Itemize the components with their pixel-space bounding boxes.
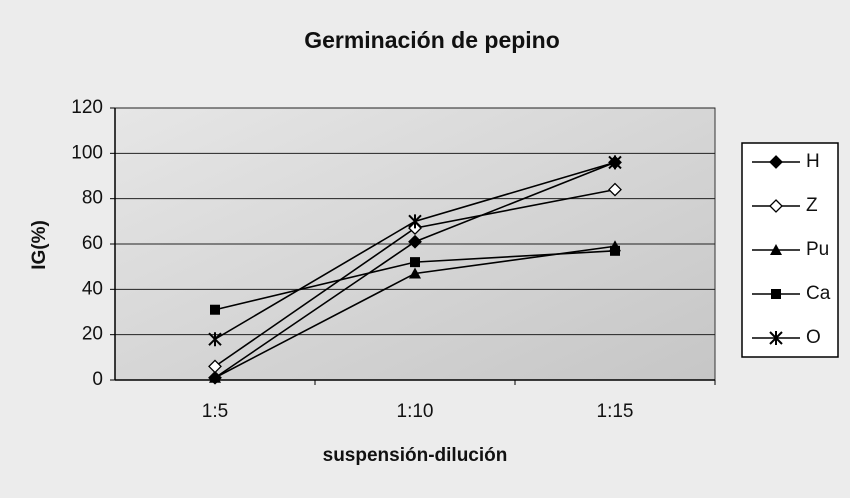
data-point [408, 214, 422, 229]
legend-marker [770, 244, 782, 255]
legend-marker [769, 199, 783, 213]
data-point [208, 332, 222, 347]
data-point [608, 155, 622, 170]
data-point [610, 245, 620, 256]
data-point [409, 267, 421, 279]
chart-title: Germinación de pepino [304, 27, 560, 53]
y-tick-label: 0 [92, 369, 103, 390]
x-axis-title: suspensión-dilución [323, 445, 508, 466]
y-axis-title: IG(%) [29, 220, 50, 270]
x-tick-label: 1:5 [202, 401, 228, 422]
data-point [408, 234, 422, 249]
legend-label: Ca [806, 283, 831, 304]
data-point [210, 304, 220, 315]
legend-marker [771, 289, 781, 299]
x-tick-label: 1:10 [397, 401, 434, 422]
y-tick-label: 100 [71, 142, 103, 163]
y-tick-label: 80 [82, 188, 103, 209]
y-tick-label: 60 [82, 233, 103, 254]
y-tick-label: 120 [71, 97, 103, 118]
data-point [209, 371, 221, 383]
legend-marker [769, 155, 783, 169]
legend-label: O [806, 327, 821, 348]
legend-marker [769, 331, 783, 345]
legend-label: H [806, 151, 820, 172]
legend-label: Pu [806, 239, 829, 260]
y-tick-label: 20 [82, 324, 103, 345]
x-tick-label: 1:15 [597, 401, 634, 422]
data-point [608, 182, 622, 197]
data-point [410, 257, 420, 268]
legend-label: Z [806, 195, 818, 216]
y-tick-label: 40 [82, 278, 103, 299]
